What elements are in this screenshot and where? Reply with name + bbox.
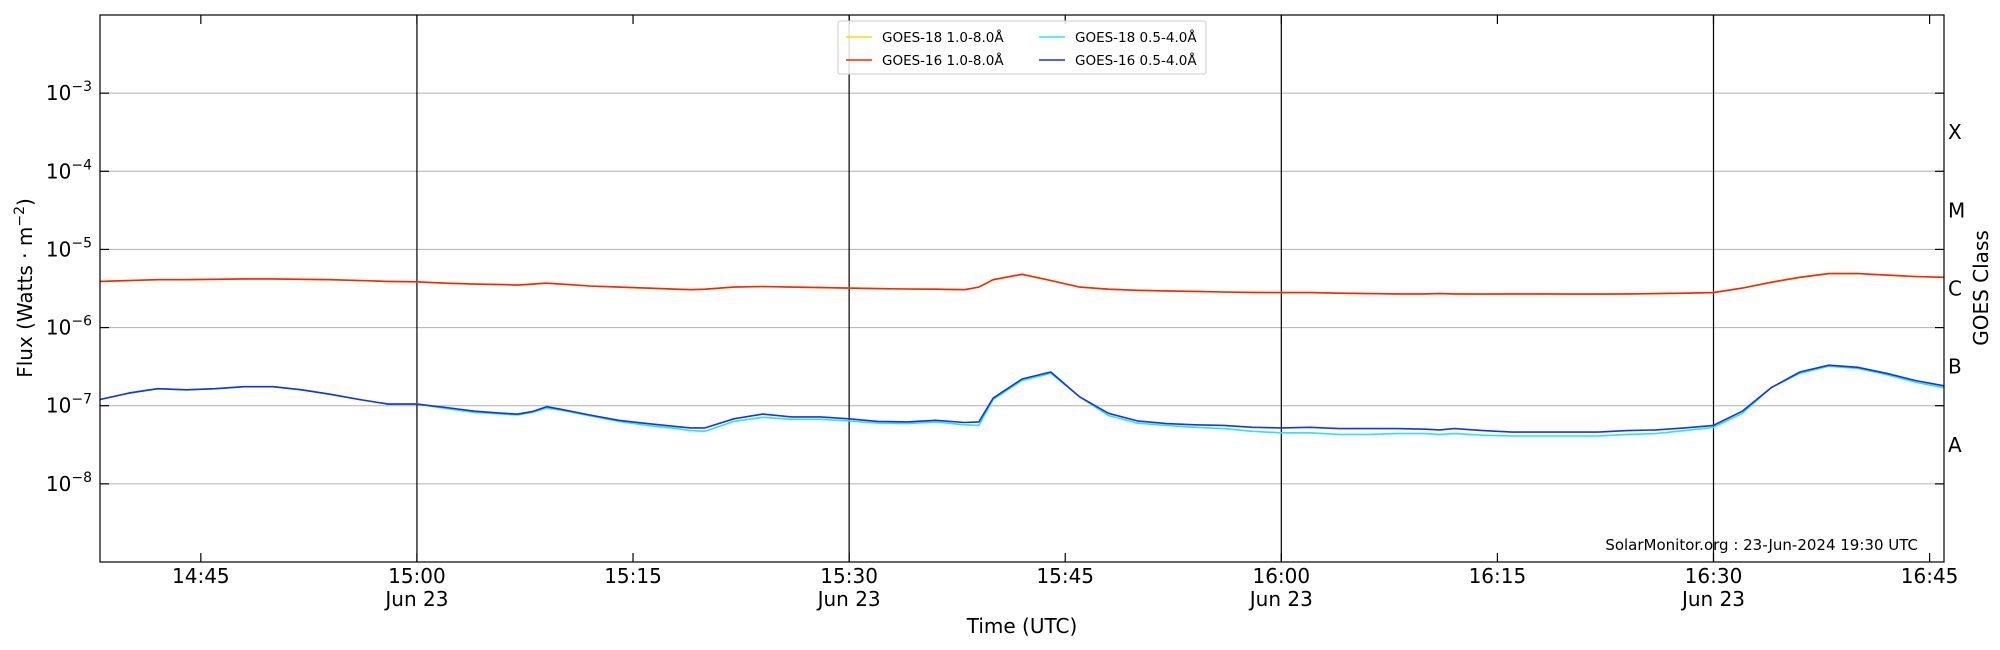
y-tick-label: 10−3 [46,79,92,105]
goes-class-label: B [1948,355,1962,379]
legend-label: GOES-16 1.0-8.0Å [882,52,1004,69]
legend: GOES-18 1.0-8.0Å GOES-18 0.5-4.0Å GOES-16 … [837,20,1207,75]
solarmonitor-annotation: SolarMonitor.org : 23-Jun-2024 19:30 UTC [1605,536,1918,554]
y-axis-label-close: ) [13,198,37,206]
y-tick-label: 10−7 [46,392,92,418]
y-axis-label: Flux (Watts · m−2) [12,198,37,378]
goes-class-labels: A B C M X [1948,120,1965,457]
y-tick-mantissa: 10 [46,472,71,496]
plot-frame [99,14,1945,563]
vertical-day-lines [416,15,1715,562]
x-tick-label: 14:45 [172,564,230,588]
goes-class-axis-label: GOES Class [1969,230,1993,346]
x-tick-label: 15:30 [820,564,878,588]
y-tick-label: 10−8 [46,470,92,496]
x-axis-label: Time (UTC) [966,614,1078,638]
y-tick-exponent: −7 [71,392,92,408]
goes-class-label: X [1948,120,1962,144]
x-tick-date-label: Jun 23 [816,587,881,611]
x-tick-label: 15:45 [1036,564,1094,588]
goes-class-label: C [1948,277,1962,301]
legend-label: GOES-18 1.0-8.0Å [882,29,1004,46]
y-tick-mantissa: 10 [46,159,71,183]
y-tick-exponent: −4 [71,157,92,173]
x-tick-label: 15:15 [604,564,662,588]
x-tick-date-label: Jun 23 [383,587,448,611]
y-axis-label-exponent: −2 [12,206,28,227]
y-tick-label: 10−4 [46,157,92,183]
y-tick-exponent: −8 [71,470,92,486]
series-line [99,272,1945,295]
goes-class-label: A [1948,433,1962,457]
y-tick-exponent: −5 [71,235,92,251]
y-tick-label: 10−5 [46,235,92,261]
series-line [99,364,1945,433]
y-tick-exponent: −6 [71,314,92,330]
y-tick-exponent: −3 [71,79,92,95]
x-tick-label: 16:45 [1901,564,1959,588]
legend-label: GOES-16 0.5-4.0Å [1075,52,1197,69]
x-tick-label: 16:30 [1685,564,1743,588]
y-tick-mantissa: 10 [46,237,71,261]
y-tick-mantissa: 10 [46,394,71,418]
grid-layer [100,92,1944,485]
x-tick-label: 15:00 [388,564,446,588]
legend-box [837,20,1207,75]
y-tick-mantissa: 10 [46,81,71,105]
y-axis-label-main: Flux (Watts · m [13,227,37,378]
y-tick-label: 10−6 [46,314,92,340]
x-tick-label: 16:15 [1469,564,1527,588]
x-tick-label: 16:00 [1252,564,1310,588]
legend-label: GOES-18 0.5-4.0Å [1075,29,1197,46]
goes-class-label: M [1948,198,1965,222]
y-tick-mantissa: 10 [46,316,71,340]
series-layer [99,272,1945,437]
x-tick-date-label: Jun 23 [1248,587,1313,611]
x-tick-date-label: Jun 23 [1680,587,1745,611]
